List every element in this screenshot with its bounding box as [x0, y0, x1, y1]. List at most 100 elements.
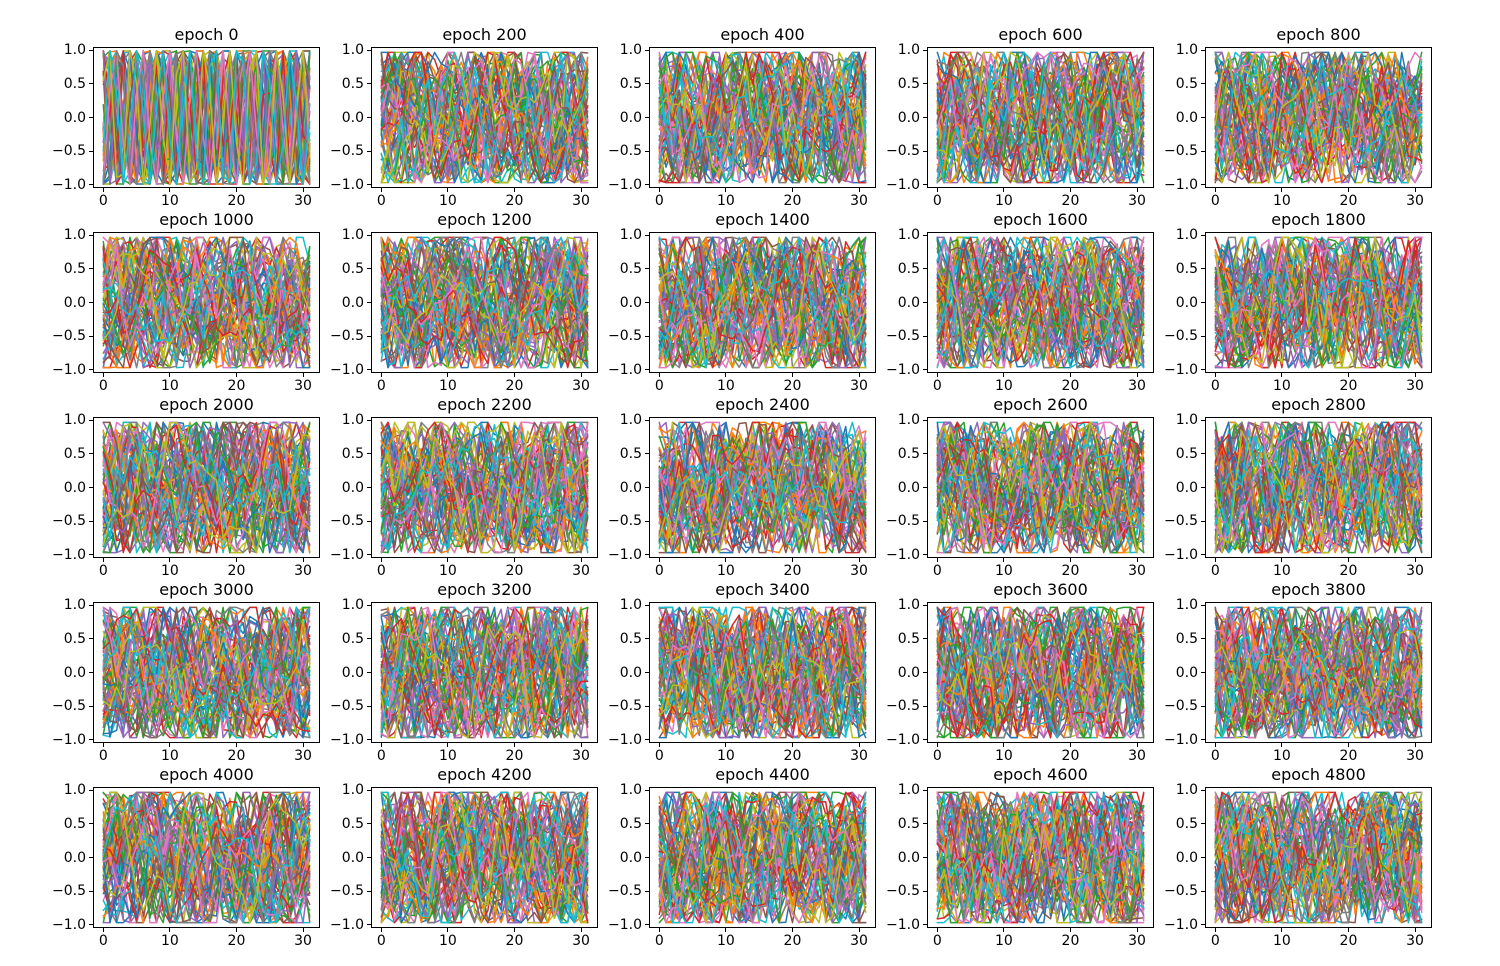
plot-area-epoch-2000	[102, 421, 311, 554]
y-tick-label: 0.5	[341, 815, 364, 832]
series-line	[1214, 429, 1423, 535]
series-line	[936, 614, 1145, 739]
x-tick-mark	[1136, 188, 1138, 192]
x-tick-label: 0	[1210, 748, 1220, 764]
series-line	[102, 258, 311, 351]
subplot-title: epoch 400	[720, 25, 805, 45]
y-tick-label: −1.0	[330, 361, 364, 378]
x-tick-label: 10	[994, 933, 1013, 949]
y-tick-mark	[923, 184, 927, 186]
series-line	[1214, 270, 1423, 344]
y-tick-mark	[645, 789, 649, 791]
series-line	[1214, 64, 1423, 184]
x-tick-mark	[1214, 743, 1216, 747]
subplot-epoch-2200: epoch 2200 1.0 0.5 0.0 −0.5 −1.0 0 10 20 30	[330, 396, 598, 578]
x-tick-label: 20	[1061, 193, 1080, 209]
y-tick-mark	[923, 302, 927, 303]
series-line	[380, 619, 589, 739]
x-tick-mark	[1347, 743, 1349, 747]
x-tick-label: 10	[1272, 193, 1291, 209]
x-tick-label: 20	[1061, 933, 1080, 949]
y-tick-label: −0.5	[1164, 328, 1198, 345]
subplot-title: epoch 1000	[159, 210, 254, 230]
series-line	[936, 51, 1145, 170]
y-tick-mark	[1201, 369, 1205, 371]
x-tick-label: 30	[294, 563, 312, 579]
subplot-title: epoch 800	[1276, 25, 1361, 45]
x-tick-mark	[380, 558, 382, 562]
y-tick-label: −0.5	[608, 328, 642, 345]
series-line	[658, 51, 867, 181]
y-tick-mark	[367, 823, 371, 825]
series-line	[380, 801, 589, 920]
y-tick-mark	[923, 49, 927, 51]
series-line	[380, 236, 589, 369]
plot-area-epoch-1400	[658, 236, 867, 369]
subplot-title: epoch 1400	[715, 210, 810, 230]
series-line	[936, 606, 1145, 739]
series-line	[102, 791, 311, 924]
series-line	[936, 626, 1145, 726]
x-tick-mark	[725, 558, 727, 562]
x-tick-mark	[169, 188, 171, 192]
y-tick-mark	[923, 83, 927, 85]
x-tick-mark	[1414, 558, 1416, 562]
x-tick-label: 0	[1210, 378, 1220, 394]
series-line	[1214, 606, 1423, 723]
y-tick-label: 0.0	[63, 664, 86, 681]
series-line	[936, 795, 1145, 916]
series-line	[936, 791, 1145, 924]
series-line	[380, 421, 589, 554]
y-tick-label: 0.0	[341, 479, 364, 496]
series-line	[658, 800, 867, 924]
y-tick-label: 1.0	[63, 412, 86, 429]
x-tick-mark	[1136, 928, 1138, 932]
series-line	[936, 51, 1145, 184]
x-tick-mark	[1003, 928, 1005, 932]
y-tick-mark	[645, 890, 649, 892]
x-tick-mark	[380, 373, 382, 377]
y-tick-mark	[1201, 184, 1205, 186]
series-line	[658, 791, 867, 924]
x-tick-label: 30	[572, 933, 590, 949]
series-line	[380, 51, 589, 184]
series-line	[380, 793, 589, 924]
y-tick-mark	[89, 83, 93, 85]
y-tick-mark	[367, 924, 371, 926]
series-line	[380, 51, 589, 184]
y-tick-label: 1.0	[341, 227, 364, 244]
y-tick-label: 1.0	[1175, 782, 1198, 799]
x-tick-label: 20	[1061, 563, 1080, 579]
x-tick-label: 10	[1272, 378, 1291, 394]
series-line	[1214, 51, 1423, 184]
x-tick-label: 0	[98, 563, 108, 579]
y-tick-mark	[923, 150, 927, 152]
x-tick-mark	[1347, 558, 1349, 562]
y-tick-label: −1.0	[1164, 731, 1198, 748]
y-tick-mark	[645, 419, 649, 421]
series-line	[658, 606, 867, 736]
y-tick-label: 1.0	[63, 782, 86, 799]
y-tick-mark	[89, 419, 93, 421]
x-tick-label: 20	[227, 933, 246, 949]
series-line	[380, 57, 589, 184]
x-tick-label: 0	[98, 378, 108, 394]
x-tick-label: 20	[227, 748, 246, 764]
y-tick-label: 1.0	[897, 42, 920, 59]
x-tick-mark	[513, 928, 515, 932]
x-tick-mark	[658, 373, 660, 377]
subplot-title: epoch 4400	[715, 765, 810, 785]
x-tick-label: 20	[783, 933, 802, 949]
subplot-epoch-1800: epoch 1800 1.0 0.5 0.0 −0.5 −1.0 0 10 20 30	[1164, 211, 1432, 393]
series-line	[380, 59, 589, 184]
subplot-title: epoch 1200	[437, 210, 532, 230]
series-line	[936, 803, 1145, 916]
series-line	[1214, 240, 1423, 363]
x-tick-label: 30	[1406, 933, 1424, 949]
plot-area-epoch-2800	[1214, 421, 1423, 554]
y-tick-mark	[89, 789, 93, 791]
y-tick-mark	[1201, 857, 1205, 858]
y-tick-label: 1.0	[63, 597, 86, 614]
subplot-epoch-3200: epoch 3200 1.0 0.5 0.0 −0.5 −1.0 0 10 20 30	[330, 581, 598, 763]
x-tick-mark	[380, 188, 382, 192]
